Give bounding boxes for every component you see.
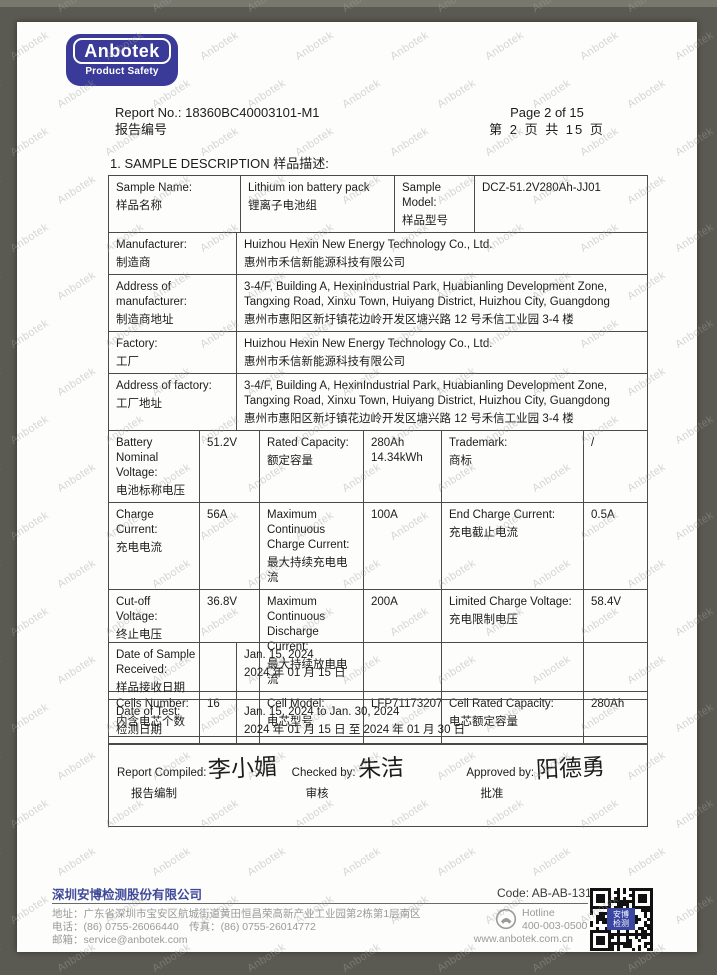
footer-code: Code: AB-AB-131-a (497, 886, 603, 900)
footer-divider (52, 903, 588, 904)
table-row: Cells Number: 内含电芯个数 16 Cell Model: 电芯型号 L… (109, 691, 647, 744)
checked-label: Checked by: (291, 767, 356, 779)
label-date-of-test: Date of Test: 检测日期 (116, 706, 181, 736)
page-info-block: Page 2 of 15 第 2 页 共 15 页 (437, 104, 657, 138)
phone-icon (495, 908, 517, 935)
page-info-en: Page 2 of 15 (510, 105, 584, 120)
value-factory: Huizhou Hexin New Energy Technology Co.,… (236, 332, 647, 373)
signature-approved: Approved by: 阳德勇 批准 (466, 754, 641, 801)
footer-address: 地址：广东省深圳市宝安区航城街道黄田恒昌荣高新产业工业园第2栋第1层南区 (52, 908, 421, 920)
checked-label-cn: 审核 (305, 788, 329, 800)
label-nominal-voltage: Battery Nominal Voltage: 电池标称电压 (116, 437, 185, 497)
signature-checked: Checked by: 朱洁 审核 (291, 754, 467, 801)
table-row: Charge Current: 充电电流 56A Maximum Continuo… (109, 502, 647, 589)
table-row: Factory: 工厂 Huizhou Hexin New Energy Tech… (109, 331, 647, 373)
compiled-label: Report Compiled: (117, 767, 207, 779)
value-factory-address: 3-4/F, Building A, HexinIndustrial Park,… (236, 374, 647, 430)
value-manufacturer: Huizhou Hexin New Energy Technology Co.,… (236, 233, 647, 274)
table-row: Battery Nominal Voltage: 电池标称电压 51.2V Rat… (109, 430, 647, 502)
hotline-label: Hotline (522, 907, 555, 919)
approved-signature: 阳德勇 (535, 754, 606, 784)
label-manufacturer-address: Address of manufacturer: 制造商地址 (116, 281, 187, 326)
scan-top-strip (0, 0, 717, 7)
footer-tel-fax: 电话：(86) 0755-26066440 传真：(86) 0755-26014… (52, 921, 316, 933)
page-info-cn: 第 2 页 共 15 页 (489, 122, 605, 137)
value-rated-capacity: 280Ah 14.34kWh (363, 431, 441, 502)
table-row: Address of factory: 工厂地址 3-4/F, Building … (109, 373, 647, 430)
value-date-received: Jan. 15, 2024 2024 年 01 月 15 日 (236, 643, 647, 699)
report-number-block: Report No.: 18360BC40003101-M1 报告编号 (115, 104, 320, 138)
value-max-charge-current: 100A (363, 503, 441, 589)
label-cutoff-voltage: Cut-off Voltage: 终止电压 (116, 596, 162, 641)
footer-company-name: 深圳安博检测股份有限公司 (52, 888, 203, 902)
value-cell-rated-capacity: 280Ah (583, 692, 647, 744)
compiled-label-cn: 报告编制 (131, 788, 177, 800)
label-trademark: Trademark: 商标 (441, 431, 583, 502)
signatures-box: Report Compiled: 李小媚 报告编制 Checked by: 朱洁… (108, 736, 648, 827)
value-cutoff-voltage: 36.8V (199, 590, 259, 691)
qr-code: 安博检测 (590, 888, 653, 951)
approved-label: Approved by: (466, 767, 535, 779)
report-number: Report No.: 18360BC40003101-M1 (115, 105, 320, 120)
label-factory: Factory: 工厂 (116, 338, 158, 368)
signature-compiled: Report Compiled: 李小媚 报告编制 (117, 754, 292, 801)
checked-signature: 朱洁 (356, 754, 405, 784)
logo-wordmark: Anbotek (73, 38, 171, 64)
label-cell-rated-capacity: Cell Rated Capacity: 电芯额定容量 (441, 692, 583, 744)
value-date-of-test: Jan. 15, 2024 to Jan. 30, 2024 2024 年 01 … (236, 700, 647, 743)
report-number-cn: 报告编号 (115, 122, 168, 137)
table-row: Sample Name: 样品名称 Lithium ion battery pac… (109, 176, 647, 232)
value-limited-charge-voltage: 58.4V (583, 590, 647, 691)
label-factory-address: Address of factory: 工厂地址 (116, 380, 212, 410)
hotline-number: 400-003-0500 (522, 920, 588, 932)
dates-table: Date of Sample Received: 样品接收日期 Jan. 15, … (108, 642, 648, 744)
value-cell-model: LFP71173207 (363, 692, 442, 744)
footer-hotline-block: Hotline 400-003-0500 (522, 907, 587, 933)
label-max-charge-current: Maximum Continuous Charge Current: 最大持续充电… (259, 503, 363, 589)
document-page: Anbotek Product Safety Report No.: 18360… (17, 22, 697, 952)
table-row: Date of Test: 检测日期 Jan. 15, 2024 to Jan. … (109, 699, 647, 743)
value-sample-model: DCZ-51.2V280Ah-JJ01 (474, 176, 647, 232)
compiled-signature: 李小媚 (207, 754, 279, 784)
label-rated-capacity: Rated Capacity: 额定容量 (259, 431, 363, 502)
value-cells-number: 16 (199, 692, 259, 744)
logo-subtitle: Product Safety (85, 66, 159, 77)
label-sample-name: Sample Name: 样品名称 (116, 182, 193, 212)
label-end-charge-current: End Charge Current: 充电截止电流 (441, 503, 583, 589)
table-row: Cut-off Voltage: 终止电压 36.8V Maximum Conti… (109, 589, 647, 691)
label-cells-number: Cells Number: 内含电芯个数 (116, 698, 189, 728)
value-sample-name: Lithium ion battery pack 锂离子电池组 (240, 176, 394, 232)
table-row: Manufacturer: 制造商 Huizhou Hexin New Energ… (109, 232, 647, 274)
label-charge-current: Charge Current: 充电电流 (116, 509, 162, 554)
label-limited-charge-voltage: Limited Charge Voltage: 充电限制电压 (441, 590, 583, 691)
anbotek-logo: Anbotek Product Safety (66, 34, 178, 86)
value-max-discharge-current: 200A (363, 590, 441, 691)
value-nominal-voltage: 51.2V (199, 431, 259, 502)
label-date-received: Date of Sample Received: 样品接收日期 (116, 649, 196, 694)
label-sample-model: Sample Model: 样品型号 (394, 176, 474, 232)
sample-description-table: Sample Name: 样品名称 Lithium ion battery pac… (108, 175, 648, 745)
qr-center-label: 安博检测 (607, 908, 635, 930)
value-charge-current: 56A (199, 503, 259, 589)
label-manufacturer: Manufacturer: 制造商 (116, 239, 187, 269)
footer-email: 邮箱：service@anbotek.com (52, 934, 188, 946)
table-row: Date of Sample Received: 样品接收日期 Jan. 15, … (109, 643, 647, 699)
value-manufacturer-address: 3-4/F, Building A, HexinIndustrial Park,… (236, 275, 647, 331)
label-max-discharge-current: Maximum Continuous Discharge Current: 最大持… (259, 590, 363, 691)
label-cell-model: Cell Model: 电芯型号 (259, 692, 363, 744)
value-end-charge-current: 0.5A (583, 503, 647, 589)
section-title: 1. SAMPLE DESCRIPTION 样品描述: (110, 156, 329, 171)
red-stamp-partial (669, 370, 697, 520)
footer-website: www.anbotek.com.cn (473, 933, 573, 945)
approved-label-cn: 批准 (480, 788, 504, 800)
table-row: Address of manufacturer: 制造商地址 3-4/F, Bui… (109, 274, 647, 331)
value-trademark: / (583, 431, 647, 502)
